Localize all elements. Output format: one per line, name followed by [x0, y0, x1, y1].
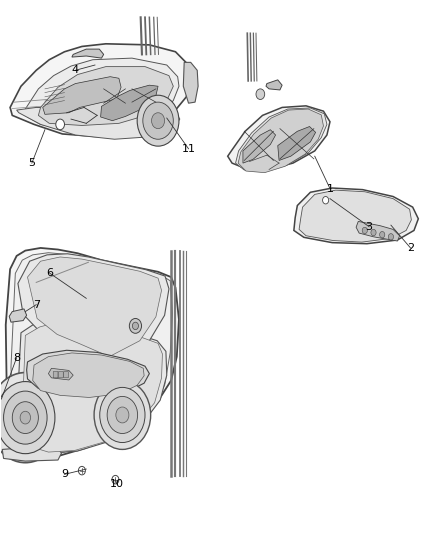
- Circle shape: [12, 402, 39, 433]
- Polygon shape: [48, 368, 73, 380]
- Polygon shape: [17, 108, 180, 139]
- Circle shape: [256, 89, 265, 100]
- Polygon shape: [28, 257, 162, 357]
- FancyBboxPatch shape: [58, 372, 63, 378]
- Text: 1: 1: [326, 183, 333, 193]
- Text: 11: 11: [181, 144, 195, 154]
- Polygon shape: [17, 319, 167, 453]
- Circle shape: [129, 318, 141, 333]
- Polygon shape: [101, 85, 158, 120]
- Polygon shape: [18, 254, 169, 358]
- Circle shape: [0, 373, 62, 463]
- Polygon shape: [72, 49, 104, 58]
- Polygon shape: [33, 353, 144, 398]
- Circle shape: [94, 381, 151, 449]
- Polygon shape: [27, 350, 149, 396]
- Circle shape: [20, 411, 31, 424]
- Circle shape: [322, 197, 328, 204]
- Circle shape: [137, 95, 179, 146]
- Circle shape: [371, 229, 376, 236]
- Polygon shape: [236, 108, 327, 172]
- Circle shape: [0, 382, 55, 454]
- Text: 5: 5: [28, 158, 35, 168]
- Polygon shape: [299, 190, 411, 242]
- Circle shape: [362, 227, 367, 233]
- Polygon shape: [238, 109, 323, 173]
- Polygon shape: [266, 80, 282, 90]
- Circle shape: [78, 466, 85, 475]
- FancyBboxPatch shape: [53, 372, 58, 378]
- Text: 4: 4: [72, 66, 79, 75]
- Polygon shape: [6, 248, 179, 457]
- Circle shape: [100, 387, 145, 442]
- Polygon shape: [184, 62, 198, 103]
- Text: 6: 6: [46, 268, 53, 278]
- Polygon shape: [2, 447, 61, 461]
- Circle shape: [112, 475, 119, 484]
- Polygon shape: [22, 322, 162, 452]
- Circle shape: [56, 119, 64, 130]
- Polygon shape: [11, 253, 173, 456]
- Polygon shape: [294, 188, 418, 244]
- Circle shape: [116, 407, 129, 423]
- Polygon shape: [43, 77, 121, 114]
- Text: 2: 2: [407, 243, 414, 253]
- Polygon shape: [356, 221, 399, 241]
- Text: 3: 3: [366, 222, 373, 232]
- Text: 7: 7: [33, 300, 40, 310]
- Polygon shape: [278, 126, 316, 160]
- Text: 9: 9: [61, 470, 68, 479]
- Polygon shape: [228, 106, 330, 170]
- Circle shape: [107, 397, 138, 433]
- Text: 8: 8: [13, 353, 20, 362]
- Circle shape: [152, 113, 165, 128]
- Circle shape: [4, 391, 47, 444]
- Circle shape: [389, 233, 393, 240]
- FancyBboxPatch shape: [64, 372, 68, 378]
- Polygon shape: [10, 44, 191, 136]
- Circle shape: [132, 322, 138, 329]
- Circle shape: [143, 102, 173, 139]
- Polygon shape: [25, 58, 179, 130]
- Text: 10: 10: [110, 479, 124, 489]
- Polygon shape: [243, 130, 276, 163]
- Polygon shape: [39, 67, 173, 125]
- Circle shape: [380, 231, 385, 238]
- Polygon shape: [9, 309, 27, 322]
